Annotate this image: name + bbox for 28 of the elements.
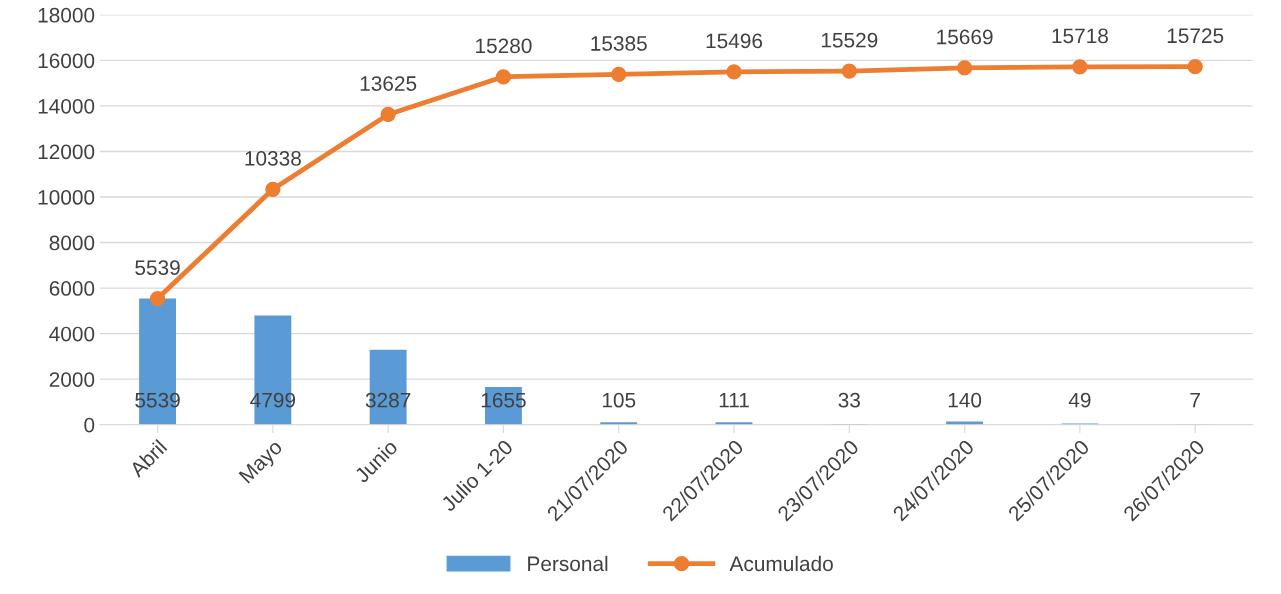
y-tick-label: 16000	[38, 53, 95, 69]
data-label: 140	[948, 392, 982, 408]
data-label: 13625	[360, 76, 417, 91]
data-label: 5539	[135, 260, 180, 276]
y-tick-label: 10000	[38, 190, 95, 205]
y-tick-label: 2000	[49, 372, 95, 387]
data-label: 15385	[591, 36, 647, 51]
legend-label: Personal	[528, 555, 608, 572]
data-label: 10338	[245, 151, 301, 166]
data-label: 15280	[476, 38, 532, 54]
data-label: 33	[838, 392, 860, 408]
y-tick-label: 12000	[38, 144, 95, 160]
y-tick-label: 4000	[49, 326, 95, 342]
y-tick-label: 18000	[38, 7, 95, 23]
data-label: 49	[1068, 392, 1091, 408]
data-label: 7	[1190, 392, 1200, 408]
data-label: 111	[719, 392, 749, 408]
data-label: 15529	[821, 32, 878, 48]
y-tick-label: 6000	[49, 281, 95, 296]
y-tick-label: 0	[84, 417, 95, 433]
y-tick-label: 14000	[38, 98, 95, 114]
data-label: 15725	[1167, 28, 1224, 44]
data-label: 15718	[1052, 28, 1108, 44]
data-label: 105	[602, 392, 636, 408]
y-tick-label: 8000	[49, 235, 95, 251]
data-label: 15496	[706, 33, 763, 49]
legend-label: Acumulado	[729, 555, 833, 572]
data-label: 15669	[937, 29, 993, 45]
